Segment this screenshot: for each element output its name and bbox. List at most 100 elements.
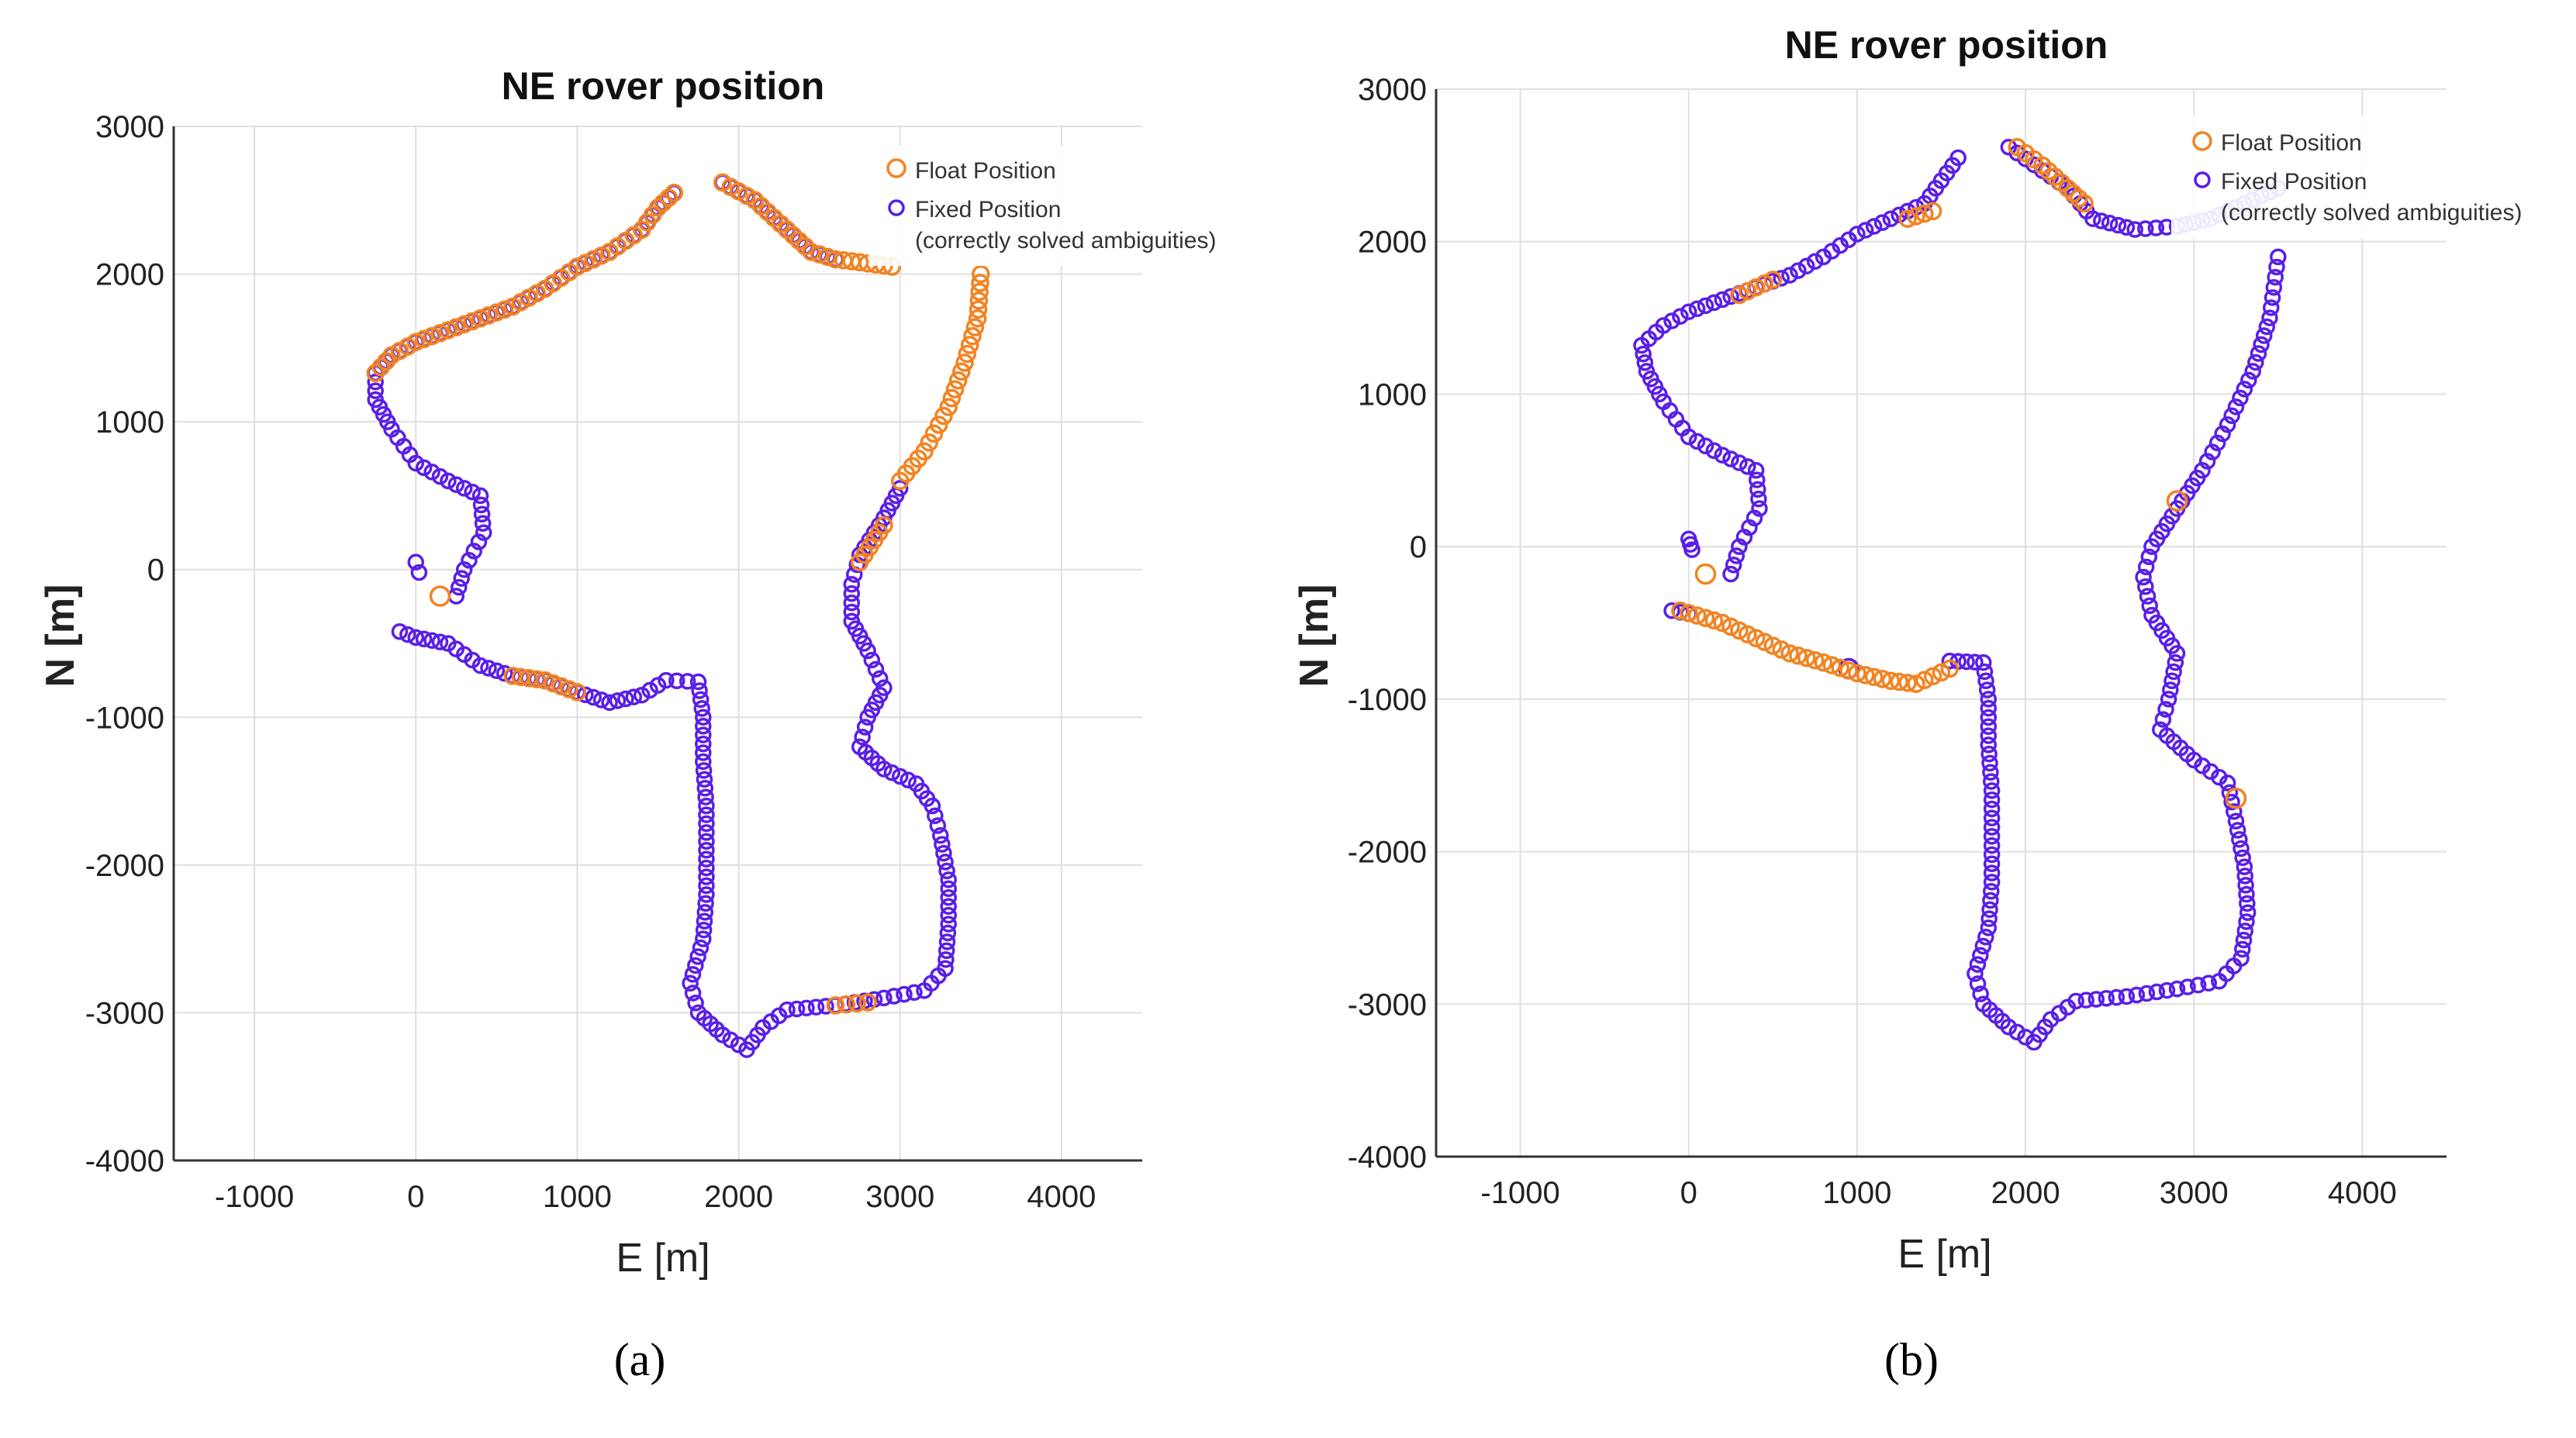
- fixed-point: [625, 688, 643, 705]
- float-point: [2075, 194, 2094, 213]
- fixed-point: [1983, 809, 2001, 827]
- float-point: [454, 315, 474, 334]
- fixed-point: [1983, 782, 2001, 799]
- fixed-point: [2219, 774, 2236, 791]
- float-point: [972, 264, 990, 284]
- fixed-point: [843, 585, 861, 602]
- fixed-point: [1722, 288, 1739, 305]
- fixed-point: [2025, 1033, 2042, 1051]
- fixed-point: [2267, 268, 2284, 286]
- fixed-point: [1980, 919, 1998, 936]
- float-point: [968, 309, 987, 328]
- float-point: [1839, 661, 1858, 680]
- fixed-point: [2093, 212, 2110, 229]
- legend-float-marker: [2192, 131, 2212, 151]
- fixed-point: [1974, 937, 1992, 955]
- fixed-point: [1722, 450, 1739, 467]
- fixed-point: [577, 686, 594, 703]
- float-point: [503, 297, 522, 316]
- float-point: [1671, 602, 1690, 620]
- fixed-point: [1983, 828, 2001, 845]
- fixed-point: [1697, 437, 1714, 455]
- float-point: [1907, 674, 1925, 693]
- fixed-point: [1982, 891, 1999, 909]
- float-point: [1763, 271, 1783, 289]
- x-axis-label: E [m]: [616, 1236, 710, 1281]
- float-point: [2063, 184, 2083, 203]
- fixed-point: [2118, 219, 2136, 236]
- y-tick-label: -3000: [85, 996, 164, 1030]
- float-point: [929, 416, 948, 434]
- fixed-point: [1980, 691, 1998, 708]
- fixed-point: [2141, 597, 2158, 615]
- y-tick-label: 1000: [95, 405, 164, 440]
- float-point: [837, 995, 856, 1014]
- float-point: [527, 670, 547, 688]
- float-point: [430, 324, 450, 343]
- x-tick-label: 2000: [1991, 1176, 2060, 1210]
- float-point: [891, 471, 910, 491]
- fixed-point: [695, 921, 713, 939]
- float-point: [948, 371, 968, 390]
- fixed-point: [1705, 442, 1723, 459]
- fixed-point: [687, 994, 704, 1012]
- y-tick-label: -2000: [85, 849, 164, 883]
- float-point: [1694, 563, 1717, 585]
- float-point: [2058, 179, 2077, 198]
- float-point: [1898, 209, 1917, 228]
- float-point: [659, 188, 679, 207]
- fixed-point: [1663, 312, 1680, 329]
- float-point: [858, 993, 877, 1012]
- float-point: [1831, 658, 1849, 678]
- fixed-point: [447, 476, 465, 493]
- fixed-point: [415, 459, 433, 476]
- fixed-point: [940, 916, 957, 933]
- float-point: [1739, 281, 1757, 301]
- fixed-point: [1714, 291, 1731, 309]
- fixed-point: [1705, 294, 1723, 312]
- fixed-point: [2126, 221, 2143, 238]
- float-point: [1856, 666, 1875, 685]
- fixed-point: [2219, 416, 2236, 433]
- legend-box: [868, 146, 1268, 266]
- fixed-point: [423, 632, 440, 649]
- fixed-point: [2017, 1029, 2034, 1046]
- fixed-point: [892, 767, 909, 785]
- x-tick-label: 4000: [1027, 1180, 1096, 1214]
- fixed-point: [1680, 303, 1697, 320]
- fixed-point: [1983, 874, 2001, 891]
- fixed-point: [1680, 428, 1697, 446]
- fixed-point: [696, 912, 713, 930]
- fixed-point: [940, 898, 957, 915]
- fixed-point: [817, 998, 834, 1015]
- fixed-point: [2128, 986, 2146, 1004]
- y-tick-label: 0: [1410, 530, 1427, 564]
- float-point: [1746, 629, 1766, 647]
- float-point: [1772, 640, 1790, 659]
- float-point: [1890, 672, 1908, 691]
- fixed-point: [423, 464, 440, 481]
- fixed-point: [843, 603, 861, 621]
- fixed-point: [687, 957, 704, 974]
- fixed-point: [2101, 214, 2118, 232]
- fixed-point: [697, 788, 714, 805]
- fixed-point: [2118, 988, 2136, 1005]
- fixed-point: [1958, 653, 1975, 671]
- fixed-point: [1977, 672, 1994, 690]
- fixed-point: [2236, 381, 2253, 398]
- fixed-point: [875, 989, 893, 1007]
- fixed-point: [698, 797, 715, 815]
- fixed-point: [1688, 433, 1706, 450]
- fixed-point: [906, 984, 923, 1001]
- fixed-point: [407, 454, 424, 472]
- fixed-point: [399, 626, 416, 643]
- fixed-point: [900, 771, 917, 789]
- fixed-point: [691, 682, 708, 699]
- float-point: [1898, 674, 1917, 692]
- fixed-point: [2231, 831, 2248, 848]
- fixed-point: [2268, 258, 2285, 276]
- y-axis-label: N [m]: [38, 585, 83, 688]
- float-point: [429, 585, 451, 607]
- y-tick-label: 2000: [95, 258, 164, 292]
- float-point: [952, 362, 971, 381]
